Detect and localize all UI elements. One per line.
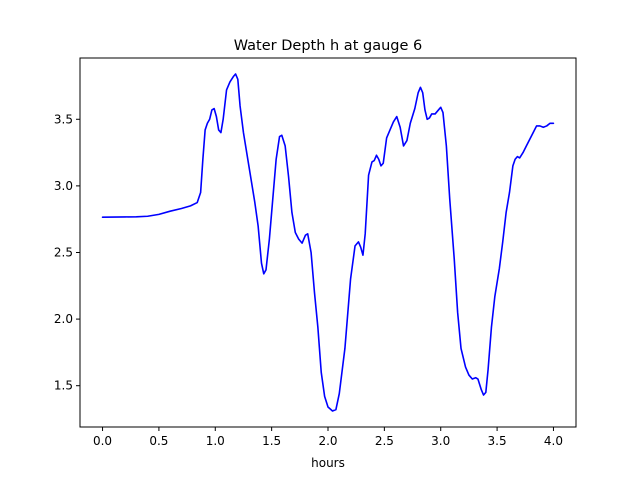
- x-tick-label: 3.0: [431, 434, 450, 448]
- y-tick-label: 3.5: [54, 112, 73, 126]
- series-line-0: [101, 73, 555, 412]
- x-tick-label: 2.0: [318, 434, 337, 448]
- y-tick-label: 3.0: [54, 179, 73, 193]
- x-tick-label: 3.5: [488, 434, 507, 448]
- x-tick-label: 0.0: [93, 434, 112, 448]
- y-tick-label: 2.5: [54, 245, 73, 259]
- x-axis-label: hours: [311, 456, 345, 470]
- y-tick-label: 2.0: [54, 312, 73, 326]
- x-tick-label: 2.5: [375, 434, 394, 448]
- x-axis: 0.0 0.5 1.0 1.5 2.0 2.5 3.0 3.5 4.0: [93, 427, 563, 448]
- chart-title: Water Depth h at gauge 6: [234, 38, 422, 54]
- x-tick-label: 1.5: [262, 434, 281, 448]
- x-tick-label: 1.0: [206, 434, 225, 448]
- x-tick-label: 0.5: [149, 434, 168, 448]
- x-tick-label: 4.0: [544, 434, 563, 448]
- y-tick-label: 1.5: [54, 379, 73, 393]
- y-axis: 1.5 2.0 2.5 3.0 3.5: [54, 112, 80, 393]
